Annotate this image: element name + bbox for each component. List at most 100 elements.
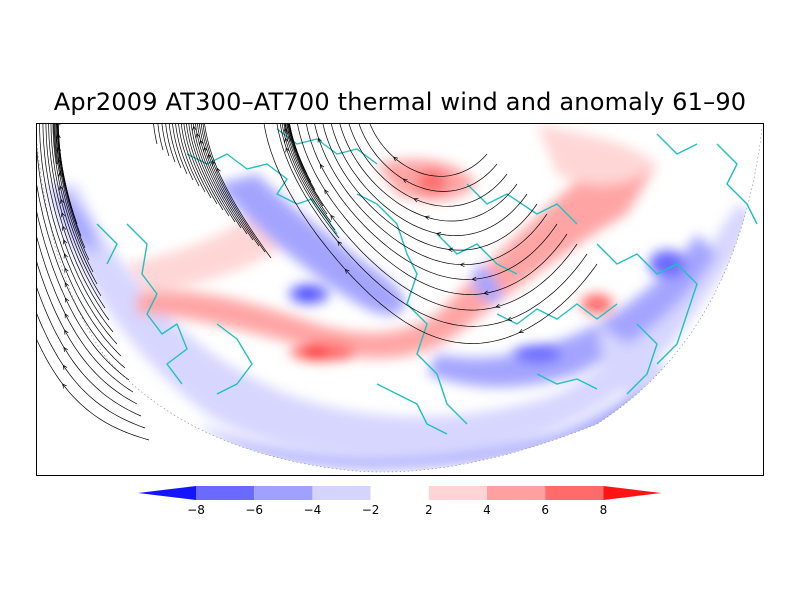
streamline-arrow [472,276,477,282]
streamline-arrow [56,124,61,126]
streamline-arrow [460,262,465,267]
streamline [284,124,288,135]
streamline-arrow [518,328,524,334]
streamline-arrow [64,313,69,319]
streamline-arrow [393,156,399,162]
streamline-arrow [424,215,430,220]
streamline [54,124,94,273]
streamline-arrow [483,290,489,295]
streamline [37,339,150,441]
streamline-arrow [62,239,68,245]
streamlines [37,124,598,441]
streamline-arrow [62,383,67,389]
streamline [57,124,82,237]
streamline-arrow [330,214,335,220]
streamline-arrow [60,212,66,218]
streamline [198,124,254,241]
streamline-arrow [413,198,419,203]
streamline [153,124,158,145]
streamline [55,124,62,177]
colorbar-segment [428,486,487,500]
streamline [175,124,194,181]
streamline [37,313,146,429]
streamline [279,124,340,239]
streamline [287,124,578,311]
streamline-arrow [195,133,200,138]
streamline [286,124,324,207]
streamline [314,124,548,266]
colorbar-segment [545,486,604,500]
colorbar-tick-label: 4 [483,503,491,517]
streamline [42,124,114,333]
streamline-arrow [64,329,69,335]
streamline [289,124,312,183]
streamline [183,124,212,199]
colorbar-tick-label: 2 [425,503,433,517]
streamline-arrow [495,303,501,309]
streamline [190,124,230,217]
streamline [288,124,316,191]
streamline-arrow [64,297,70,303]
streamline-arrow [59,199,65,204]
streamline [339,124,518,222]
streamline [358,124,498,192]
colorbar-segment [312,486,371,500]
colorbar-arrow-right [603,486,662,500]
streamline-arrow [319,164,325,169]
streamline [276,124,588,327]
colorbar-tick-label: −6 [245,503,263,517]
streamline [157,124,164,151]
streamline-arrow [63,253,68,259]
streamline [369,124,488,177]
streamline [52,124,98,285]
streamline [37,287,142,417]
streamline [161,124,170,157]
streamline [53,124,58,165]
streamline [165,124,176,163]
streamline [322,124,538,251]
streamline [56,124,86,249]
colorbar-tick-label: −2 [362,503,380,517]
streamline [37,261,138,405]
streamline [263,124,598,344]
streamline-arrow [61,225,67,231]
streamline [168,124,182,169]
streamline-arrow [285,147,290,153]
colorbar-segment [370,486,429,500]
streamline-arrow [507,316,513,321]
streamline [48,124,106,309]
streamline-arrow [448,247,453,253]
streamline [180,124,206,193]
streamline [195,124,242,229]
streamline [39,124,118,345]
streamline-arrow [216,167,221,173]
chart-title: Apr2009 AT300–AT700 thermal wind and ano… [53,88,747,116]
streamline [55,124,90,261]
streamline [172,124,188,175]
streamline-arrow [64,267,69,273]
streamline [37,211,130,381]
colorbar-tick-label: −4 [304,503,322,517]
streamline [178,124,200,187]
streamline-arrow [62,365,68,370]
colorbar-tick-label: 8 [600,503,608,517]
streamline [50,124,102,297]
streamline [37,147,122,357]
colorbar-segment [487,486,546,500]
map-frame [36,123,764,476]
streamline [348,124,508,207]
streamline-arrow [324,189,329,195]
streamline [200,124,260,247]
colorbar-arrow-left [138,486,196,500]
colorbar: −8 −6 −4 −2 2 4 6 8 [138,486,662,517]
streamline-arrow [63,347,68,352]
streamline-arrow [64,282,69,288]
streamline [186,124,218,205]
streamline [281,124,336,231]
colorbar-segment [196,486,255,500]
streamline-arrow [317,137,322,143]
streamline [202,124,266,253]
polar-map [37,124,762,473]
streamline-arrow [344,268,350,274]
streamline-arrow [337,241,343,246]
